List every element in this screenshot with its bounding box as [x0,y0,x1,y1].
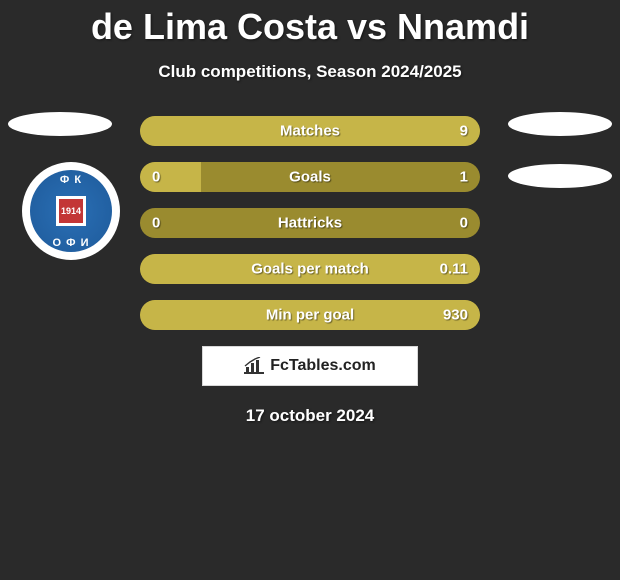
stat-label: Matches [280,123,340,140]
stat-value-right: 930 [443,307,468,324]
stat-row: 0 0 Hattricks [140,208,480,238]
stat-label: Hattricks [278,215,342,232]
stat-row: 9 Matches [140,116,480,146]
stat-row: 0 1 Goals [140,162,480,192]
stat-label: Min per goal [266,307,354,324]
badge-text-bottom: О Ф И [53,237,90,249]
stat-value-right: 1 [460,169,468,186]
club-badge: Ф К 1914 О Ф И [22,162,120,260]
stat-row: 930 Min per goal [140,300,480,330]
club-badge-inner: Ф К 1914 О Ф И [30,170,112,252]
page-title: de Lima Costa vs Nnamdi [0,0,620,48]
stat-value-left: 0 [152,169,160,186]
right-avatar-placeholder-1 [508,112,612,136]
chart-icon [244,357,264,375]
stat-value-right: 0.11 [440,261,468,278]
stat-value-right: 9 [460,123,468,140]
right-avatar-placeholder-2 [508,164,612,188]
badge-center-shield: 1914 [56,196,86,226]
content-area: Ф К 1914 О Ф И 9 Matches 0 1 Goals 0 0 Hattrick… [0,116,620,426]
comparison-bars: 9 Matches 0 1 Goals 0 0 Hattricks 0.11 Goals per … [140,116,480,330]
badge-year: 1914 [61,206,81,216]
stat-value-left: 0 [152,215,160,232]
stat-value-right: 0 [460,215,468,232]
brand-text: FcTables.com [270,357,376,375]
footer-date: 17 october 2024 [0,406,620,426]
stat-label: Goals per match [251,261,369,278]
stat-row: 0.11 Goals per match [140,254,480,284]
left-avatar-placeholder [8,112,112,136]
stat-label: Goals [289,169,331,186]
bar-fill-left [140,162,201,192]
page-subtitle: Club competitions, Season 2024/2025 [0,62,620,82]
brand-box: FcTables.com [202,346,418,386]
badge-text-top: Ф К [60,174,82,186]
